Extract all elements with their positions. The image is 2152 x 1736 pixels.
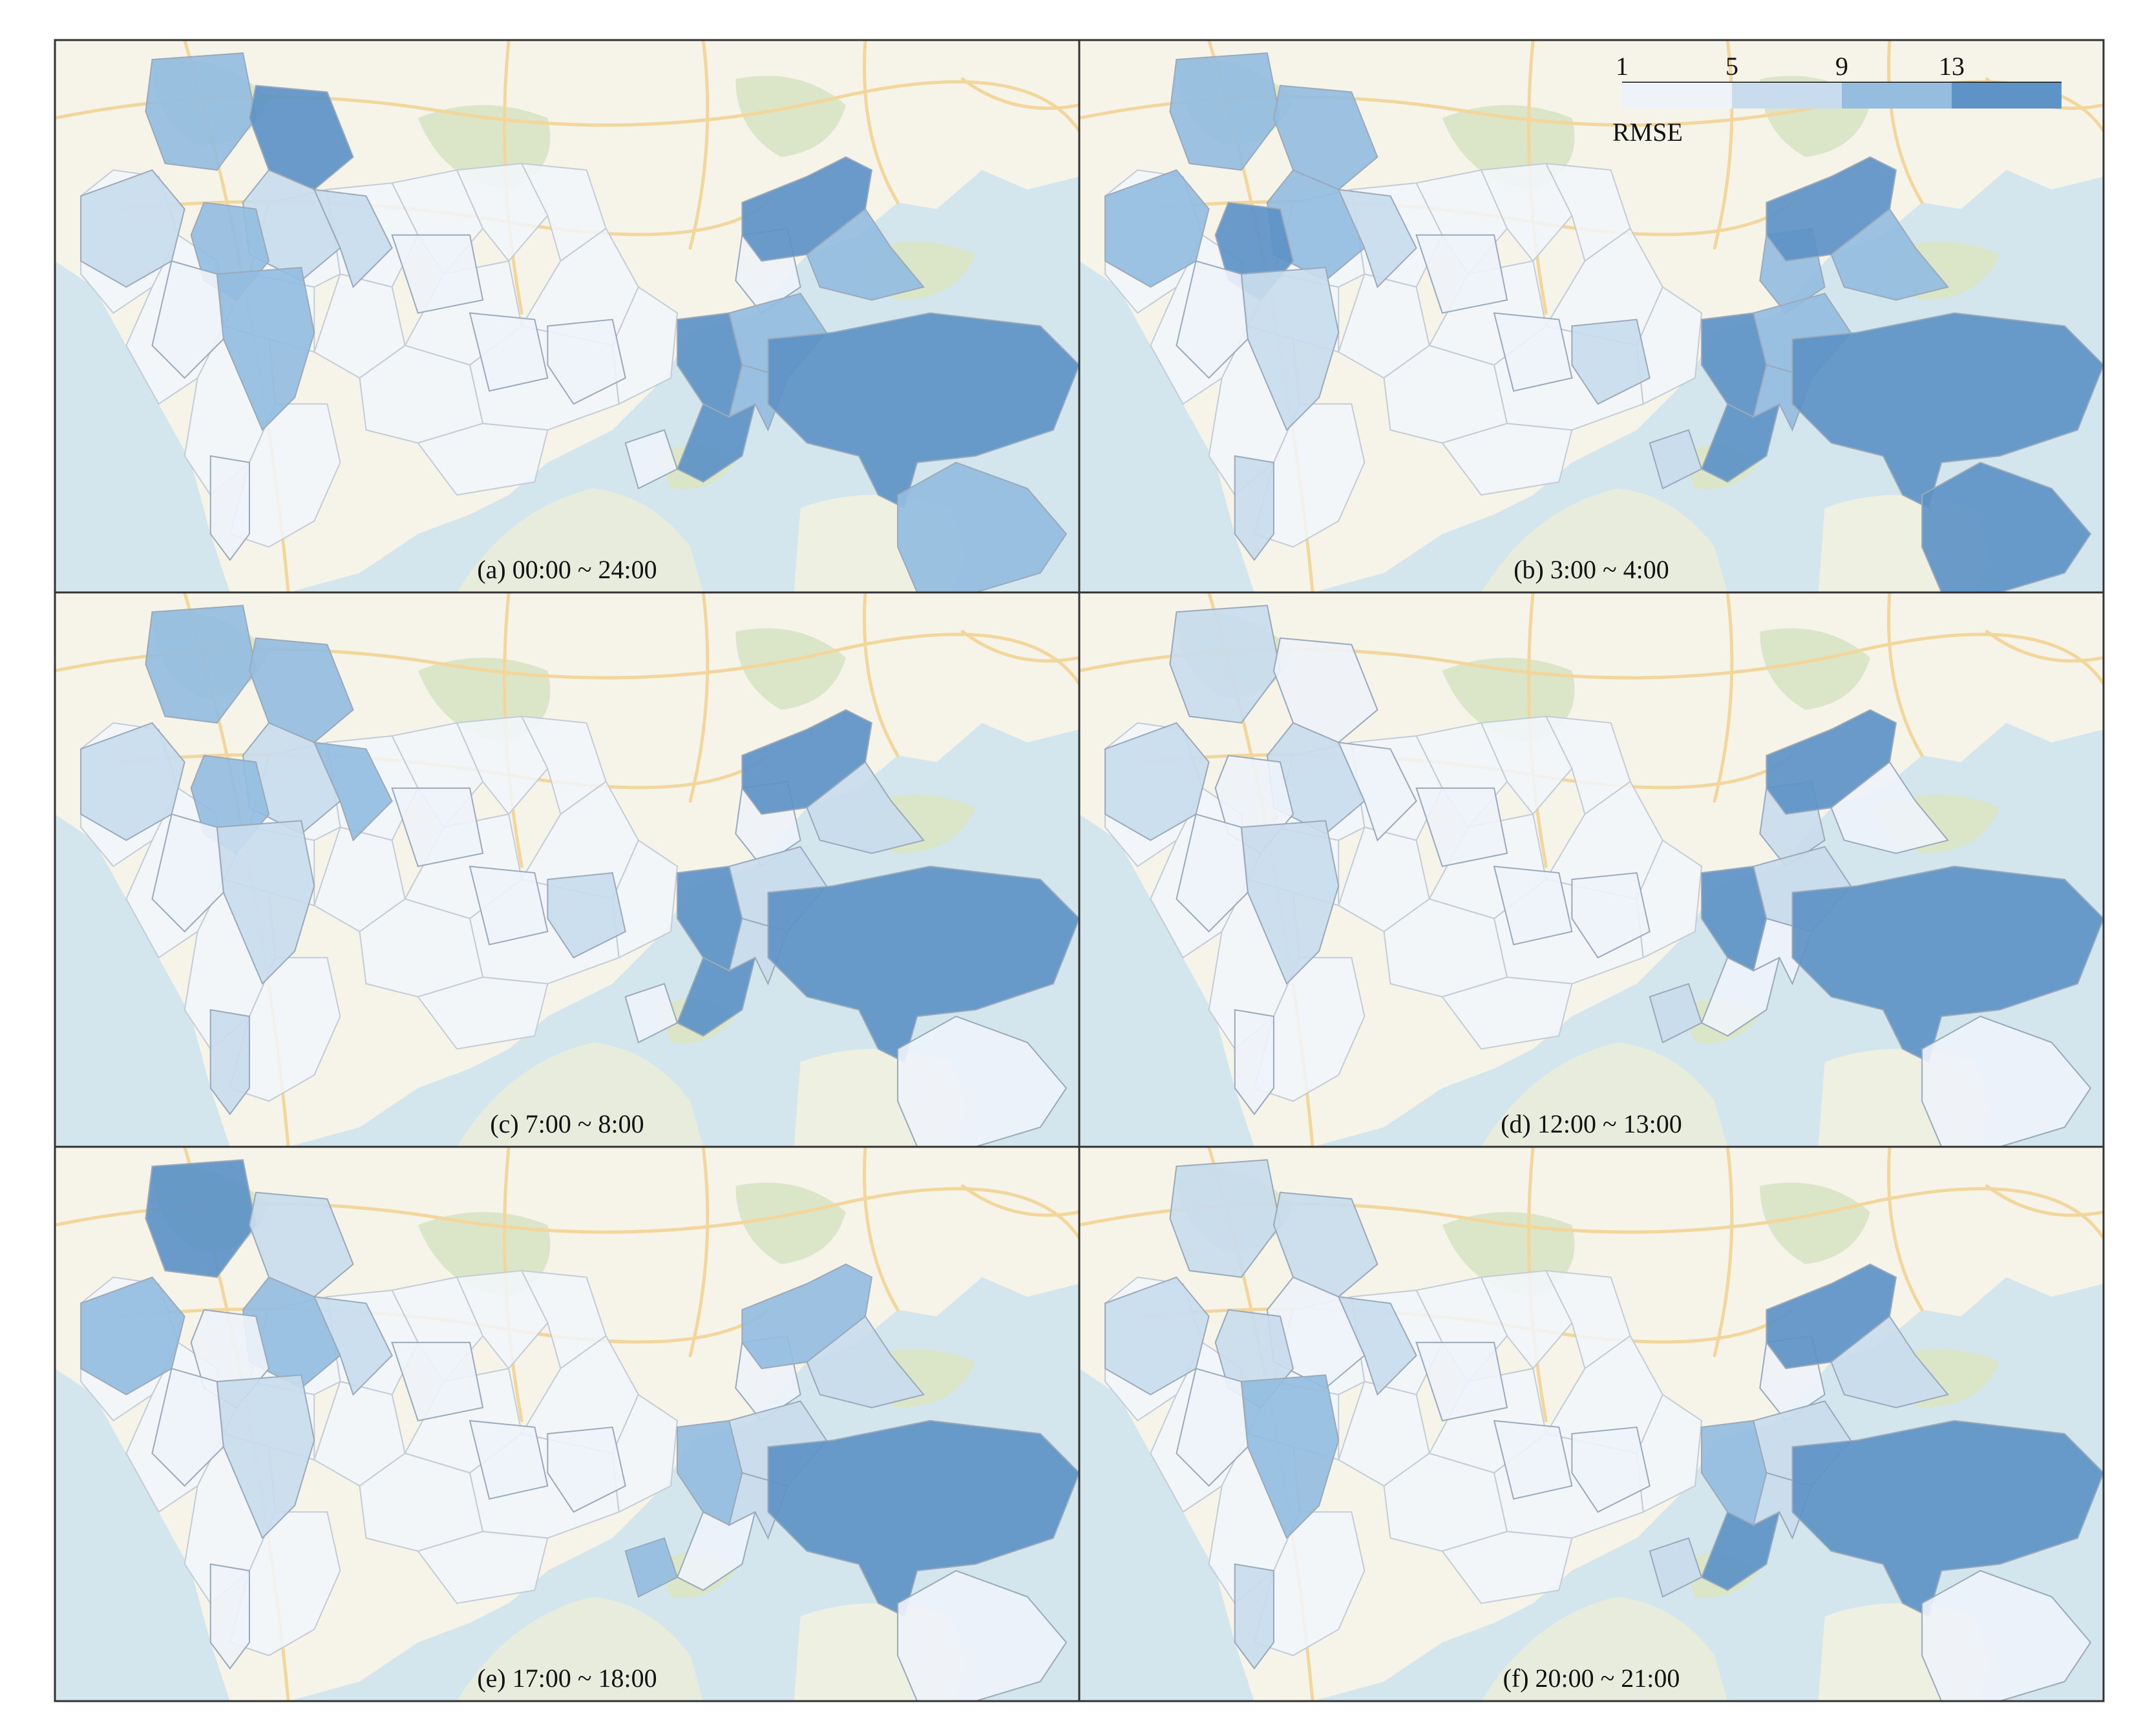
district-c4 (469, 1419, 549, 1500)
map-panel-a: (a) 00:00 ~ 24:00 (54, 39, 1081, 594)
district-w4 (151, 260, 224, 379)
district-nw4 (1337, 741, 1417, 842)
district-e2 (806, 1315, 925, 1408)
legend-swatch-1 (1622, 83, 1732, 109)
panel-caption-d: (d) 12:00 ~ 13:00 (1501, 1109, 1682, 1138)
district-s2 (624, 983, 679, 1043)
legend-swatch-3 (1842, 83, 1952, 109)
district-c3 (1571, 1426, 1651, 1513)
district-w3 (1240, 266, 1340, 432)
district-nw1 (145, 52, 257, 171)
district-se1 (767, 1419, 1079, 1618)
legend-title: RMSE (1612, 118, 1683, 147)
district-w4 (151, 1367, 224, 1487)
map-panel-d: (d) 12:00 ~ 13:00 (1078, 591, 2105, 1148)
district-w3 (1240, 820, 1340, 985)
district-c1 (1415, 234, 1508, 314)
district-nw1 (145, 605, 257, 724)
district-e2 (806, 760, 925, 854)
legend-tick-label: 5 (1725, 52, 1738, 81)
district-s2 (624, 429, 679, 490)
district-se2 (897, 1570, 1068, 1701)
district-se1 (767, 865, 1079, 1063)
district-c4 (469, 312, 549, 392)
district-nw4 (1337, 1295, 1417, 1396)
district-se2 (1921, 1016, 2092, 1147)
district-s2 (1649, 1537, 1703, 1598)
district-e2 (1830, 1315, 1950, 1408)
district-se1 (1791, 312, 2104, 509)
district-nw1 (1169, 1159, 1282, 1278)
map-panel-e: (e) 17:00 ~ 18:00 (54, 1145, 1081, 1702)
map-panel-c: (c) 7:00 ~ 8:00 (54, 591, 1081, 1148)
district-c1 (1415, 787, 1508, 868)
legend-tick-label: 1 (1616, 52, 1629, 81)
district-s1 (209, 1009, 250, 1116)
district-se1 (1791, 1419, 2104, 1618)
map-panel-b: (b) 3:00 ~ 4:00 (1078, 39, 2105, 594)
district-s1 (209, 1563, 250, 1670)
district-c3 (1571, 319, 1651, 405)
district-nw4 (313, 741, 393, 842)
district-w3 (216, 820, 315, 985)
district-c1 (391, 787, 484, 868)
district-s1 (209, 455, 250, 561)
district-c4 (1493, 312, 1573, 392)
panel-caption-c: (c) 7:00 ~ 8:00 (490, 1109, 644, 1138)
legend-tick-label: 9 (1835, 52, 1848, 81)
map-panel-f: (f) 20:00 ~ 21:00 (1078, 1145, 2105, 1702)
district-c1 (391, 1341, 484, 1422)
district-s1 (1234, 1563, 1274, 1670)
district-nw4 (1337, 189, 1417, 289)
district-w4 (151, 813, 224, 933)
district-s2 (624, 1537, 679, 1598)
district-nw1 (145, 1159, 257, 1278)
district-w3 (216, 266, 315, 432)
district-c4 (1493, 1419, 1573, 1500)
district-c1 (1415, 1341, 1508, 1422)
district-se2 (1921, 1570, 2092, 1701)
district-s1 (1234, 455, 1274, 561)
district-nw4 (313, 189, 393, 289)
legend-swatch-4 (1952, 83, 2062, 109)
district-c4 (469, 865, 549, 946)
district-se2 (897, 461, 1068, 592)
district-nw1 (1169, 52, 1282, 171)
district-c4 (1493, 865, 1573, 946)
panel-border (1078, 1145, 2105, 1702)
panel-caption-b: (b) 3:00 ~ 4:00 (1514, 555, 1669, 584)
district-se1 (767, 312, 1079, 509)
district-c3 (547, 872, 626, 959)
district-e2 (1830, 760, 1950, 854)
district-w4 (1176, 260, 1249, 379)
panel-caption-f: (f) 20:00 ~ 21:00 (1503, 1664, 1680, 1693)
district-s2 (1649, 983, 1703, 1043)
district-c1 (391, 234, 484, 314)
district-nw1 (1169, 605, 1282, 724)
district-c3 (547, 1426, 626, 1513)
district-w4 (1176, 1367, 1249, 1487)
district-nw4 (313, 1295, 393, 1396)
panel-caption-a: (a) 00:00 ~ 24:00 (477, 555, 657, 584)
district-w4 (1176, 813, 1249, 933)
district-se2 (897, 1016, 1068, 1147)
district-se2 (1921, 461, 2092, 592)
district-c3 (547, 319, 626, 405)
district-s2 (1649, 429, 1703, 490)
district-e2 (806, 208, 925, 301)
panel-caption-e: (e) 17:00 ~ 18:00 (477, 1664, 657, 1693)
district-s1 (1234, 1009, 1274, 1116)
district-c3 (1571, 872, 1651, 959)
legend: RMSE 1 5 9 13 (1612, 52, 2062, 147)
district-w3 (216, 1374, 315, 1540)
district-w3 (1240, 1374, 1340, 1540)
district-se1 (1791, 865, 2104, 1063)
legend-swatch-2 (1732, 83, 1842, 109)
district-e2 (1830, 208, 1950, 301)
legend-tick-label: 13 (1939, 52, 1965, 81)
